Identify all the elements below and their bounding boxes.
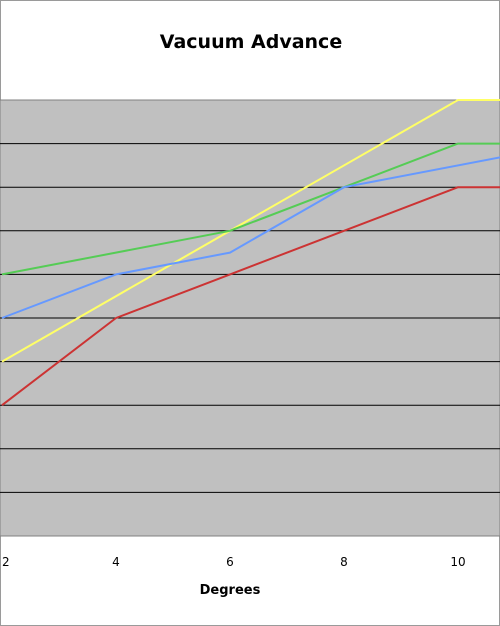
x-tick-label: 10 bbox=[450, 555, 465, 569]
x-tick-label: 6 bbox=[226, 555, 234, 569]
x-axis-title: Degrees bbox=[200, 583, 261, 598]
x-tick-label: 8 bbox=[340, 555, 348, 569]
series-lines bbox=[1, 99, 500, 406]
gridlines bbox=[0, 143, 500, 493]
x-tick-labels: 2 4 6 8 10 bbox=[2, 555, 466, 569]
series-line-3 bbox=[1, 156, 500, 319]
series-line-1 bbox=[1, 99, 500, 363]
series-line-4 bbox=[1, 186, 500, 406]
x-tick-label: 2 bbox=[2, 555, 10, 569]
chart-title: Vacuum Advance bbox=[159, 31, 343, 53]
x-tick-label: 4 bbox=[112, 555, 120, 569]
